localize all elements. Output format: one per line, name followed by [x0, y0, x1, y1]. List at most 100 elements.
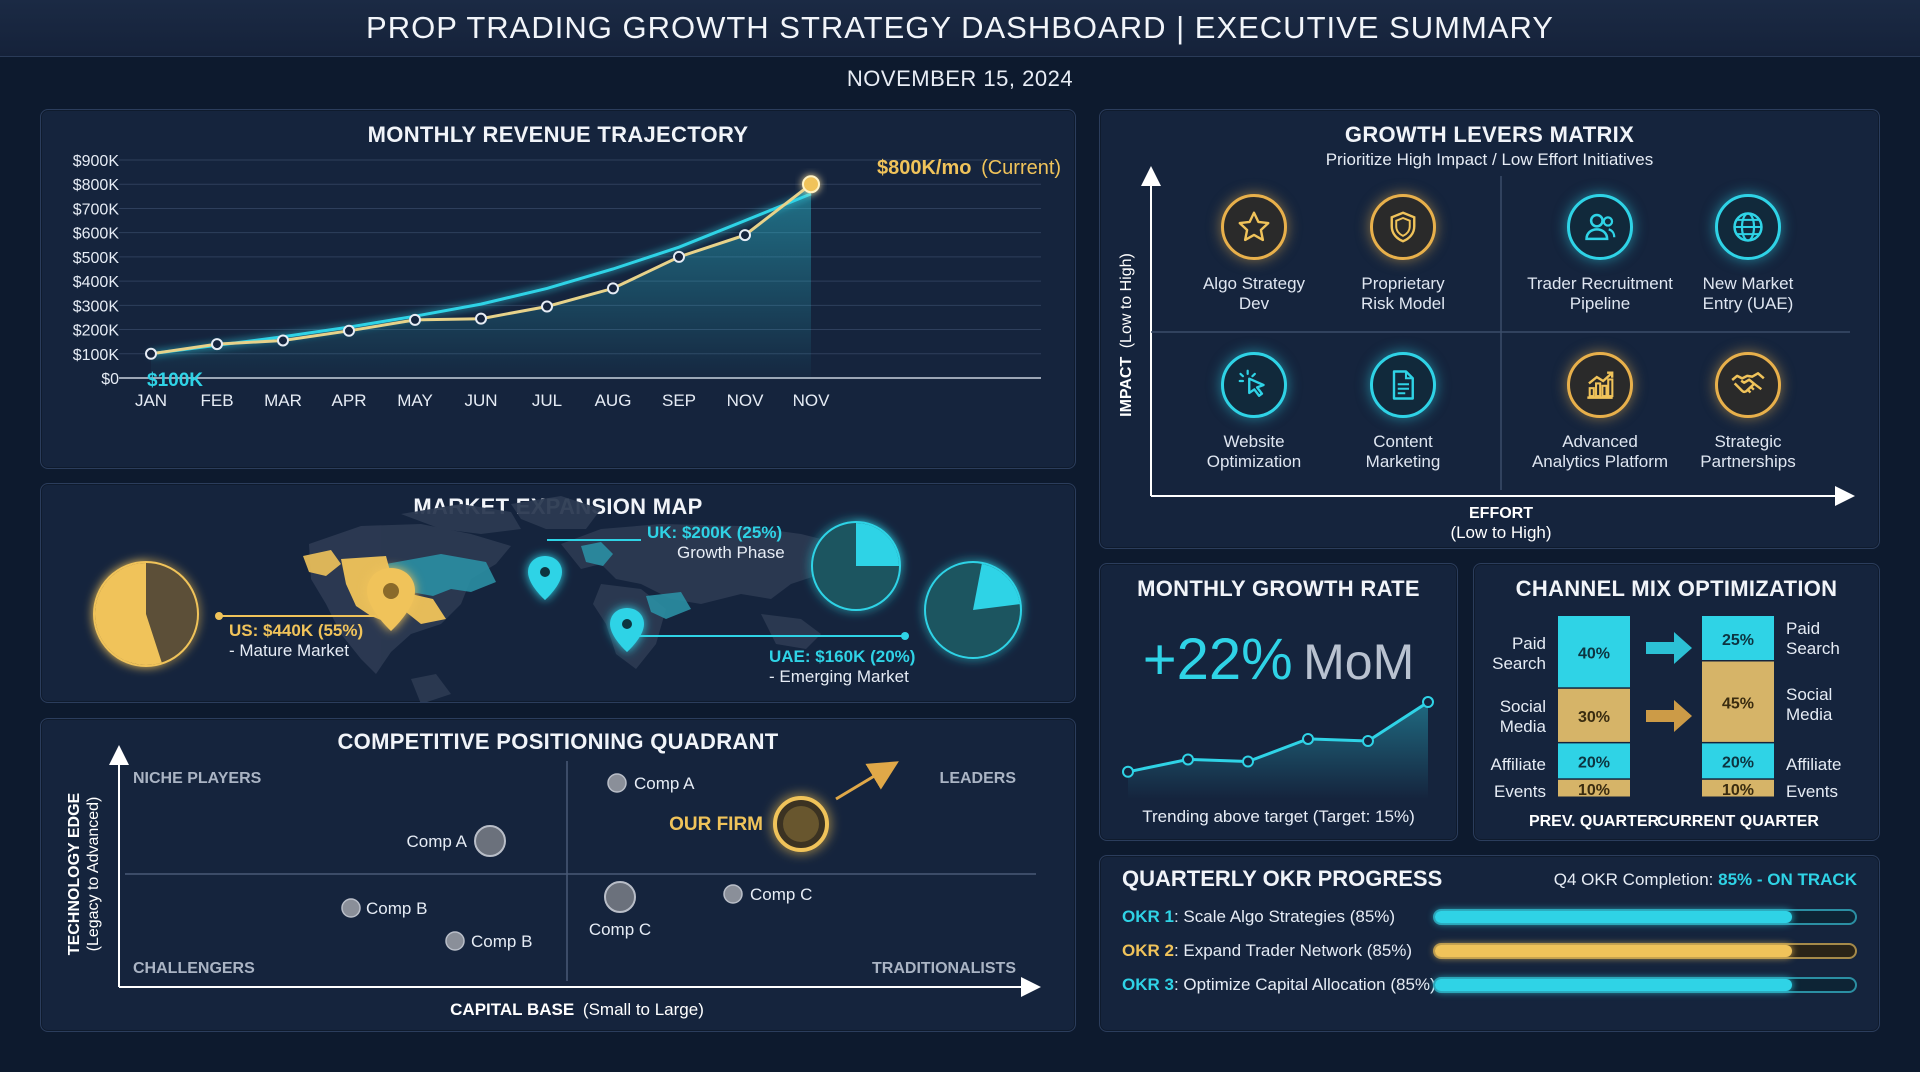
lever-label: Pipeline — [1569, 294, 1631, 313]
lever-content-marketing[interactable]: Content Marketing — [1328, 352, 1478, 472]
revenue-point — [607, 282, 619, 295]
revenue-x-tick: JUL — [532, 391, 562, 410]
revenue-y-tick: $200K — [73, 323, 120, 340]
impact-axis-sub: (Low to High) — [1118, 253, 1135, 348]
okr-item-key: OKR 2 — [1122, 941, 1174, 960]
revenue-point — [211, 338, 223, 351]
revenue-y-tick: $100K — [73, 347, 120, 364]
okr-title: QUARTERLY OKR PROGRESS — [1122, 866, 1443, 891]
our-firm-marker — [773, 796, 829, 852]
lever-label: Marketing — [1365, 452, 1441, 471]
lever-label: New Market — [1702, 274, 1794, 293]
competitor-dot — [723, 884, 743, 904]
channel-right-label: Affiliate — [1786, 755, 1841, 774]
uk-pin-icon — [528, 556, 562, 600]
okr-item: OKR 2: Expand Trader Network (85%) — [1122, 937, 1879, 965]
competitor-label: Comp A — [634, 774, 695, 793]
okr-item-text: : Expand Trader Network (85%) — [1173, 941, 1413, 960]
competitor-label: Comp A — [407, 832, 468, 851]
competitor-dot — [474, 825, 506, 857]
tech-axis-title: TECHNOLOGY EDGE — [66, 792, 83, 955]
revenue-x-tick: FEB — [200, 391, 233, 410]
growth-footnote: Trending above target (Target: 15%) — [1142, 807, 1415, 826]
shield-icon — [1370, 194, 1436, 260]
revenue-point — [475, 312, 487, 325]
channel-bar-value: 30% — [1578, 709, 1610, 726]
competitor-dot — [445, 931, 465, 951]
uae-pie-share — [973, 563, 1020, 610]
lever-website-optimization[interactable]: Website Optimization — [1179, 352, 1329, 472]
revenue-point — [802, 175, 820, 194]
okr-progress-bar — [1433, 977, 1857, 993]
channel-panel: CHANNEL MIX OPTIMIZATION 40% 30% 20% 10% 25%… — [1473, 563, 1880, 841]
report-date: NOVEMBER 15, 2024 — [846, 66, 1074, 91]
quadrant-traditionalists: TRADITIONALISTS — [872, 960, 1016, 977]
okr-item-label: OKR 2: Expand Trader Network (85%) — [1122, 941, 1432, 961]
competitive-title: COMPETITIVE POSITIONING QUADRANT — [337, 729, 779, 754]
uae-connector-dot — [901, 632, 909, 640]
revenue-point — [343, 324, 355, 337]
our-firm-label: OUR FIRM — [669, 814, 763, 835]
uae-sub: - Emerging Market — [769, 667, 909, 686]
growth-title: MONTHLY GROWTH RATE — [1137, 576, 1420, 601]
channel-arrow-icon — [1646, 632, 1692, 664]
title-bar: PROP TRADING GROWTH STRATEGY DASHBOARD |… — [0, 0, 1920, 57]
us-pie-share — [94, 563, 162, 665]
channel-bar-segment — [1702, 661, 1774, 742]
revenue-area — [151, 184, 811, 378]
revenue-start-label: $100K — [147, 370, 203, 391]
growth-sparkline — [1122, 696, 1434, 799]
impact-axis-label: IMPACT (Low to High) — [1118, 253, 1135, 417]
channel-left-label: Affiliate — [1491, 755, 1546, 774]
uk-sub: Growth Phase — [677, 543, 785, 562]
lever-new-market[interactable]: New Market Entry (UAE) — [1673, 194, 1823, 314]
sparkline-point — [1122, 765, 1134, 778]
sparkline-point — [1242, 755, 1254, 768]
revenue-point — [277, 334, 289, 347]
lever-trader-recruitment[interactable]: Trader Recruitment Pipeline — [1525, 194, 1675, 314]
competitor-label: Comp B — [366, 899, 427, 918]
competitor-label: Comp B — [471, 932, 532, 951]
lever-analytics-platform[interactable]: Advanced Analytics Platform — [1525, 352, 1675, 472]
svg-text:TECHNOLOGY EDGE: TECHNOLOGY EDGE — [66, 792, 83, 955]
channel-right-label: Media — [1786, 705, 1833, 724]
sparkline-point — [1302, 732, 1314, 745]
okr-item-text: : Optimize Capital Allocation (85%) — [1173, 975, 1436, 994]
revenue-y-tick: $0 — [101, 371, 119, 388]
okr-item-key: OKR 3 — [1122, 975, 1174, 994]
revenue-x-tick: JAN — [135, 391, 167, 410]
lever-algo-strategy[interactable]: Algo Strategy Dev — [1179, 194, 1329, 314]
channel-right-label: Paid — [1786, 619, 1820, 638]
channel-bar-value: 20% — [1722, 755, 1754, 772]
star-icon — [1221, 194, 1287, 260]
us-pie — [93, 561, 199, 667]
channel-bar-segment — [1558, 616, 1630, 688]
capital-axis-label: CAPITAL BASE (Small to Large) — [450, 1000, 704, 1019]
revenue-x-tick: JUN — [464, 391, 497, 410]
okr-item-label: OKR 3: Optimize Capital Allocation (85%) — [1122, 975, 1436, 995]
lever-risk-model[interactable]: Proprietary Risk Model — [1328, 194, 1478, 314]
us-connector-dot — [215, 612, 223, 620]
channel-left-label: Paid — [1512, 634, 1546, 653]
okr-completion: Q4 OKR Completion: 85% - ON TRACK — [1554, 870, 1857, 890]
revenue-y-tick: $500K — [73, 250, 120, 267]
okr-progress-fill — [1435, 979, 1792, 991]
channel-bar-segment — [1702, 743, 1774, 779]
globe-icon — [1715, 194, 1781, 260]
levers-panel: GROWTH LEVERS MATRIX Prioritize High Imp… — [1099, 109, 1880, 549]
capital-axis-title: CAPITAL BASE — [450, 1000, 574, 1019]
lever-strategic-partnerships[interactable]: Strategic Partnerships — [1673, 352, 1823, 472]
channel-bar-value: 45% — [1722, 695, 1754, 712]
channel-left-label: Media — [1500, 717, 1547, 736]
okr-item-key: OKR 1 — [1122, 907, 1174, 926]
revenue-point — [739, 229, 751, 242]
revenue-x-tick: MAR — [264, 391, 302, 410]
sparkline-point — [1182, 753, 1194, 766]
channel-chart: 40% 30% 20% 10% 25% 45% 20% 10% PREV. QUARTER C… — [1491, 616, 1841, 830]
bar-chart-icon — [1567, 352, 1633, 418]
uae-pin-icon — [610, 608, 644, 652]
revenue-x-tick: NOV — [727, 391, 765, 410]
revenue-y-tick: $900K — [73, 153, 120, 170]
revenue-y-tick: $700K — [73, 201, 120, 218]
us-sub: - Mature Market — [229, 641, 349, 660]
